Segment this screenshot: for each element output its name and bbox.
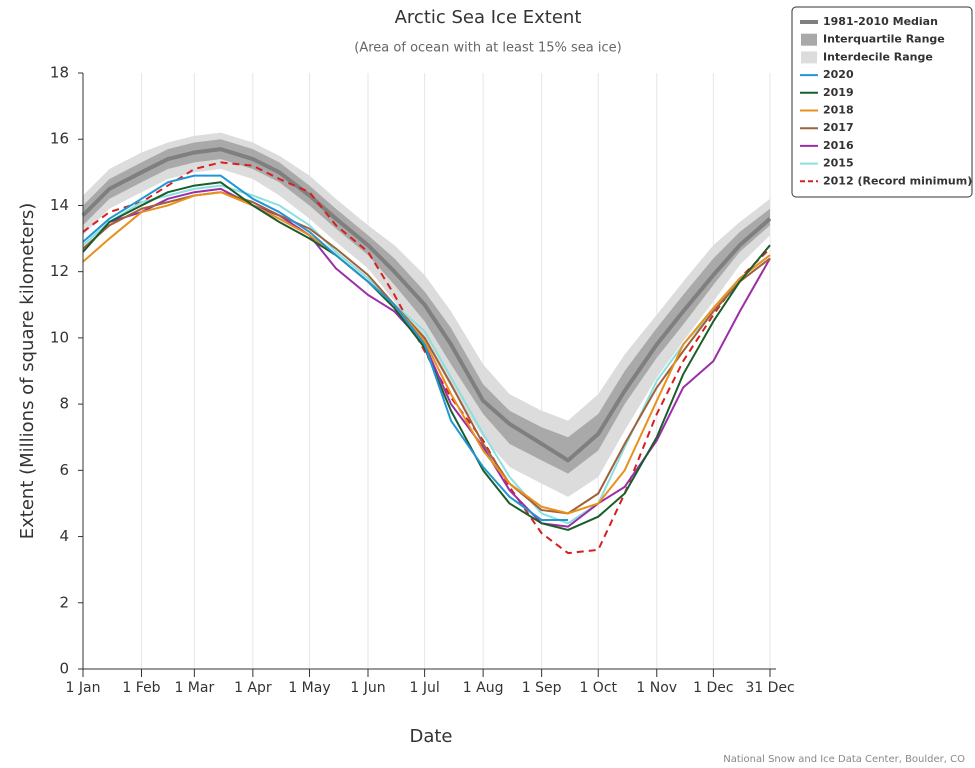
- y-tick-label: 16: [50, 130, 69, 148]
- legend-label: 2015: [823, 157, 854, 170]
- series-line: [82, 191, 771, 515]
- series-line: [82, 161, 771, 555]
- legend-label: 2019: [823, 86, 854, 99]
- x-tick-label: 1 Sep: [522, 680, 562, 696]
- legend-label: 2016: [823, 139, 854, 152]
- legend-swatch: [801, 33, 817, 46]
- y-tick-label: 4: [59, 527, 69, 545]
- x-tick-label: 1 Aug: [463, 680, 504, 696]
- chart-title: Arctic Sea Ice Extent: [395, 7, 582, 28]
- median-line: [81, 147, 772, 463]
- x-tick-label: 1 Jul: [409, 680, 439, 696]
- legend-label: 2018: [823, 104, 854, 117]
- y-tick-label: 6: [59, 461, 69, 479]
- series-line: [82, 184, 771, 525]
- y-tick-label: 0: [59, 660, 69, 678]
- credit: National Snow and Ice Data Center, Bould…: [723, 754, 965, 765]
- x-tick-label: 1 Oct: [579, 680, 617, 696]
- y-tick-label: 12: [50, 262, 69, 280]
- y-tick-label: 18: [50, 64, 69, 82]
- x-tick-label: 1 Jan: [66, 680, 101, 696]
- y-axis-label: Extent (Millions of square kilometers): [17, 203, 38, 540]
- legend-swatch: [801, 51, 817, 64]
- legend-box: [791, 6, 973, 198]
- chart-subtitle: (Area of ocean with at least 15% sea ice…: [354, 41, 621, 56]
- series-line: [82, 181, 771, 531]
- legend-label: 1981-2010 Median: [823, 15, 938, 28]
- legend-label: 2020: [823, 68, 854, 81]
- legend-label: 2017: [823, 121, 854, 134]
- y-tick-label: 2: [59, 593, 69, 611]
- x-tick-label: 1 Dec: [693, 680, 733, 696]
- x-tick-label: 1 Jun: [350, 680, 385, 696]
- x-tick-label: 31 Dec: [745, 680, 794, 696]
- x-tick-label: 1 Feb: [122, 680, 160, 696]
- x-tick-label: 1 Apr: [234, 680, 272, 696]
- legend-label: Interdecile Range: [823, 50, 933, 63]
- legend-label: Interquartile Range: [823, 33, 945, 46]
- y-tick-label: 8: [59, 395, 69, 413]
- x-tick-label: 1 Nov: [636, 680, 677, 696]
- y-tick-label: 10: [50, 328, 69, 346]
- x-axis-label: Date: [409, 726, 452, 747]
- y-tick-label: 14: [50, 196, 69, 214]
- legend-label: 2012 (Record minimum): [823, 174, 972, 187]
- x-tick-label: 1 May: [288, 680, 330, 696]
- x-tick-label: 1 Mar: [174, 680, 214, 696]
- series-line: [82, 174, 569, 521]
